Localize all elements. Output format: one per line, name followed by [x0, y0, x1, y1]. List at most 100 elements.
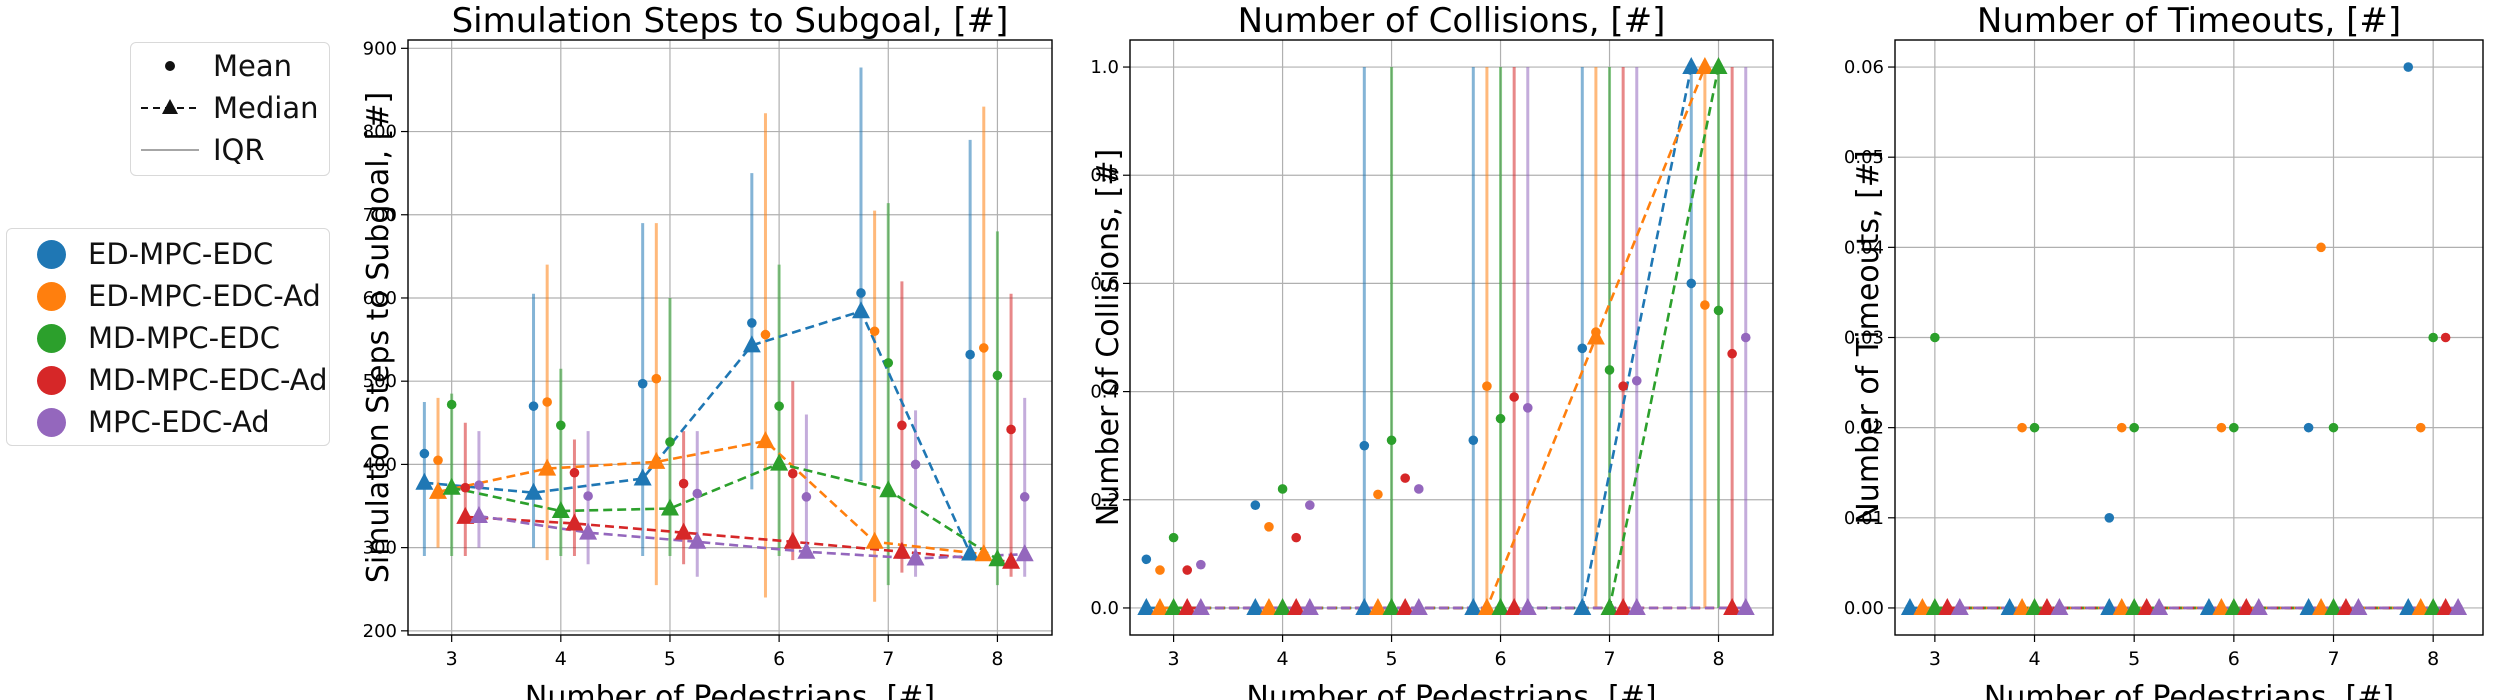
mean-marker: [2229, 422, 2239, 433]
median-marker: [2436, 597, 2455, 615]
median-marker: [1015, 544, 1034, 562]
median-marker: [2299, 597, 2318, 615]
methods-legend: ED-MPC-EDC ED-MPC-EDC-Ad MD-MPC-EDC MD-M…: [6, 228, 330, 446]
mean-marker: [1577, 343, 1588, 354]
median-marker: [1464, 597, 1483, 615]
mean-marker: [1019, 492, 1030, 502]
method-0-circle-icon: [37, 239, 66, 269]
median-marker: [1150, 597, 1169, 615]
plot-frame: [407, 39, 1053, 636]
mean-marker: [2054, 603, 2065, 613]
mean-marker: [1373, 489, 1383, 500]
method-4-circle-icon: [37, 407, 66, 437]
median-marker: [2312, 597, 2331, 615]
mean-marker: [2129, 422, 2139, 433]
median-marker: [1723, 597, 1742, 615]
mean-marker: [474, 480, 484, 491]
legend-median-label: Median: [213, 91, 319, 125]
y-tick-label: 0.03: [1844, 328, 1884, 349]
median-marker: [988, 549, 1007, 567]
mean-marker: [2216, 422, 2227, 433]
median-marker: [565, 513, 584, 531]
median-marker: [579, 522, 598, 540]
x-axis-label: Number of Pedestrians, [#]: [1984, 680, 2394, 700]
x-tick-label: 3: [1929, 648, 1941, 670]
mean-marker: [542, 397, 552, 407]
mean-marker: [1155, 565, 1165, 575]
mean-marker: [2415, 422, 2426, 433]
median-marker: [742, 335, 761, 353]
median-marker: [1396, 597, 1415, 615]
median-marker: [1287, 597, 1306, 615]
mean-marker: [2353, 603, 2364, 613]
mean-marker: [787, 468, 798, 479]
median-marker: [961, 543, 980, 561]
median-marker: [647, 451, 666, 469]
y-tick-label: 0.06: [1844, 57, 1884, 78]
mean-marker: [1291, 532, 1301, 543]
mean-marker: [2004, 603, 2015, 613]
legend-method-entry: MD-MPC-EDC-Ad: [27, 363, 328, 397]
x-tick-label: 8: [1712, 648, 1724, 670]
mean-marker: [1196, 559, 1206, 570]
median-marker: [1191, 597, 1210, 615]
median-marker: [429, 481, 448, 499]
median-marker: [851, 301, 870, 319]
y-axis-label: Number of Timeouts, [#]: [1851, 150, 1886, 524]
median-marker: [551, 501, 570, 519]
mean-marker: [1250, 500, 1261, 510]
mean-marker: [2116, 422, 2127, 433]
mean-marker: [1006, 424, 1016, 435]
chart-panel-2: 3 4 5 6 7 8 0.00 0.01 0.02 0.03 0.04 0.05 0.06 Number…: [1844, 1, 2484, 700]
median-marker: [660, 498, 679, 516]
mean-marker: [651, 373, 662, 384]
legend-method-label: MPC-EDC-Ad: [88, 405, 270, 439]
plot-area: [1900, 62, 2468, 615]
mean-marker: [910, 459, 921, 470]
mean-marker: [2029, 422, 2040, 433]
mean-marker: [1277, 484, 1288, 494]
median-marker: [1259, 597, 1278, 615]
mean-marker: [1359, 440, 1370, 451]
stats-legend: Mean Median IQR: [130, 42, 330, 176]
median-marker: [415, 472, 434, 490]
legend-method-label: ED-MPC-EDC: [88, 237, 274, 271]
mean-marker: [978, 343, 989, 353]
x-tick-label: 4: [555, 648, 567, 670]
y-tick-label: 200: [363, 621, 397, 642]
median-marker: [2112, 597, 2131, 615]
mean-marker: [1522, 403, 1533, 413]
x-tick-label: 4: [2028, 648, 2040, 670]
mean-marker: [665, 437, 675, 447]
mean-marker: [1414, 484, 1424, 494]
x-tick-label: 5: [2128, 648, 2140, 670]
legend-method-entry: MD-MPC-EDC: [27, 321, 280, 355]
mean-marker: [1686, 278, 1697, 289]
median-marker: [442, 477, 461, 495]
mean-marker: [1591, 327, 1601, 337]
median-marker: [756, 431, 775, 449]
mean-marker: [1468, 435, 1479, 446]
mean-marker: [1905, 603, 1915, 613]
chart-panel-0: 3 4 5 6 7 8 200 300 400 500 600 700 800 900 Simulation…: [361, 1, 1053, 700]
median-marker: [2125, 597, 2144, 615]
mean-marker: [992, 370, 1003, 381]
x-tick-label: 3: [446, 648, 458, 670]
y-tick-label: 0.04: [1844, 237, 1884, 258]
mean-marker: [897, 420, 907, 431]
median-marker: [1273, 597, 1292, 615]
plot-background: [408, 40, 1052, 635]
mean-marker: [747, 318, 757, 328]
median-marker: [1709, 57, 1728, 75]
legend-method-entry: MPC-EDC-Ad: [27, 405, 270, 439]
mean-marker: [2316, 242, 2326, 253]
y-tick-label: 0.0: [1090, 598, 1119, 619]
chart-panel-1: 3 4 5 6 7 8 0.0 0.2 0.4 0.6 0.8 1.0 Number of Collis…: [1090, 1, 1774, 700]
mean-marker: [2341, 603, 2351, 613]
median-marker: [797, 541, 816, 559]
y-tick-label: 0.6: [1090, 273, 1119, 294]
median-marker: [1477, 597, 1496, 615]
legend-method-label: MD-MPC-EDC-Ad: [88, 363, 328, 397]
method-2-circle-icon: [37, 323, 66, 353]
mean-marker: [1168, 532, 1179, 543]
